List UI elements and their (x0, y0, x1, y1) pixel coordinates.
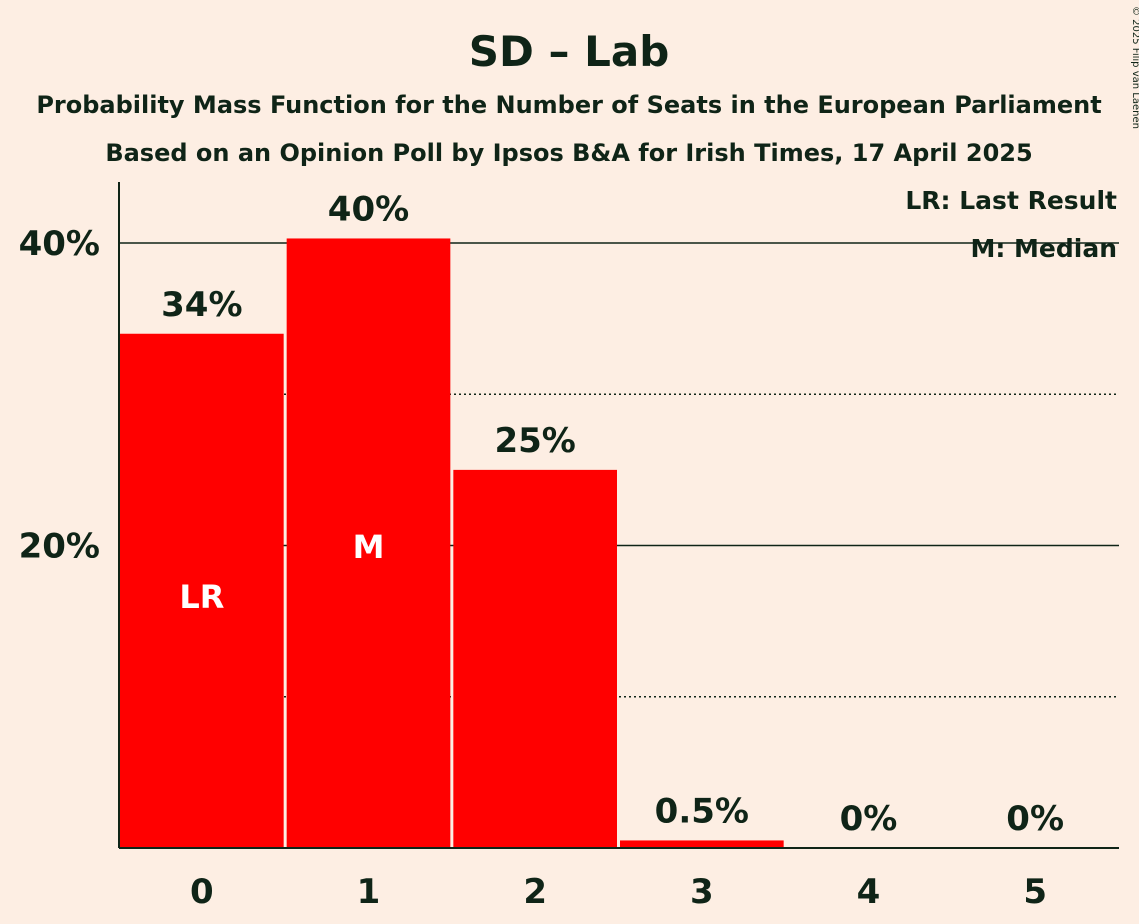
chart-subtitle-2: Based on an Opinion Poll by Ipsos B&A fo… (105, 139, 1032, 167)
legend-item-0: LR: Last Result (905, 186, 1117, 215)
legend: LR: Last Result M: Median (905, 186, 1117, 263)
bar-1 (286, 238, 451, 848)
bars (120, 238, 784, 848)
data-label-4: 0% (840, 799, 898, 839)
bar-mark-1: M (353, 528, 385, 566)
bar-2 (453, 469, 617, 848)
x-tick-label-2: 2 (523, 872, 547, 912)
x-tick-label-0: 0 (190, 872, 214, 912)
chart-title: SD – Lab (469, 27, 670, 76)
data-label-2: 25% (494, 421, 575, 461)
x-tick-label-1: 1 (357, 872, 381, 912)
axes (118, 182, 1119, 849)
chart-subtitle-1: Probability Mass Function for the Number… (36, 91, 1101, 119)
x-tick-label-3: 3 (690, 872, 714, 912)
bar-0 (120, 333, 284, 848)
bar-3 (620, 840, 784, 848)
data-label-5: 0% (1006, 799, 1064, 839)
data-label-3: 0.5% (655, 791, 749, 831)
bar-mark-0: LR (179, 578, 224, 616)
y-tick-label-40: 40% (19, 224, 100, 264)
gridlines (119, 242, 1119, 698)
x-tick-label-4: 4 (857, 872, 881, 912)
legend-item-1: M: Median (970, 234, 1117, 263)
x-tick-label-5: 5 (1023, 872, 1047, 912)
copyright-text: © 2025 Filip van Laenen (1130, 6, 1139, 129)
data-label-1: 40% (328, 189, 409, 229)
data-label-0: 34% (161, 285, 242, 325)
y-tick-label-20: 20% (19, 527, 100, 567)
